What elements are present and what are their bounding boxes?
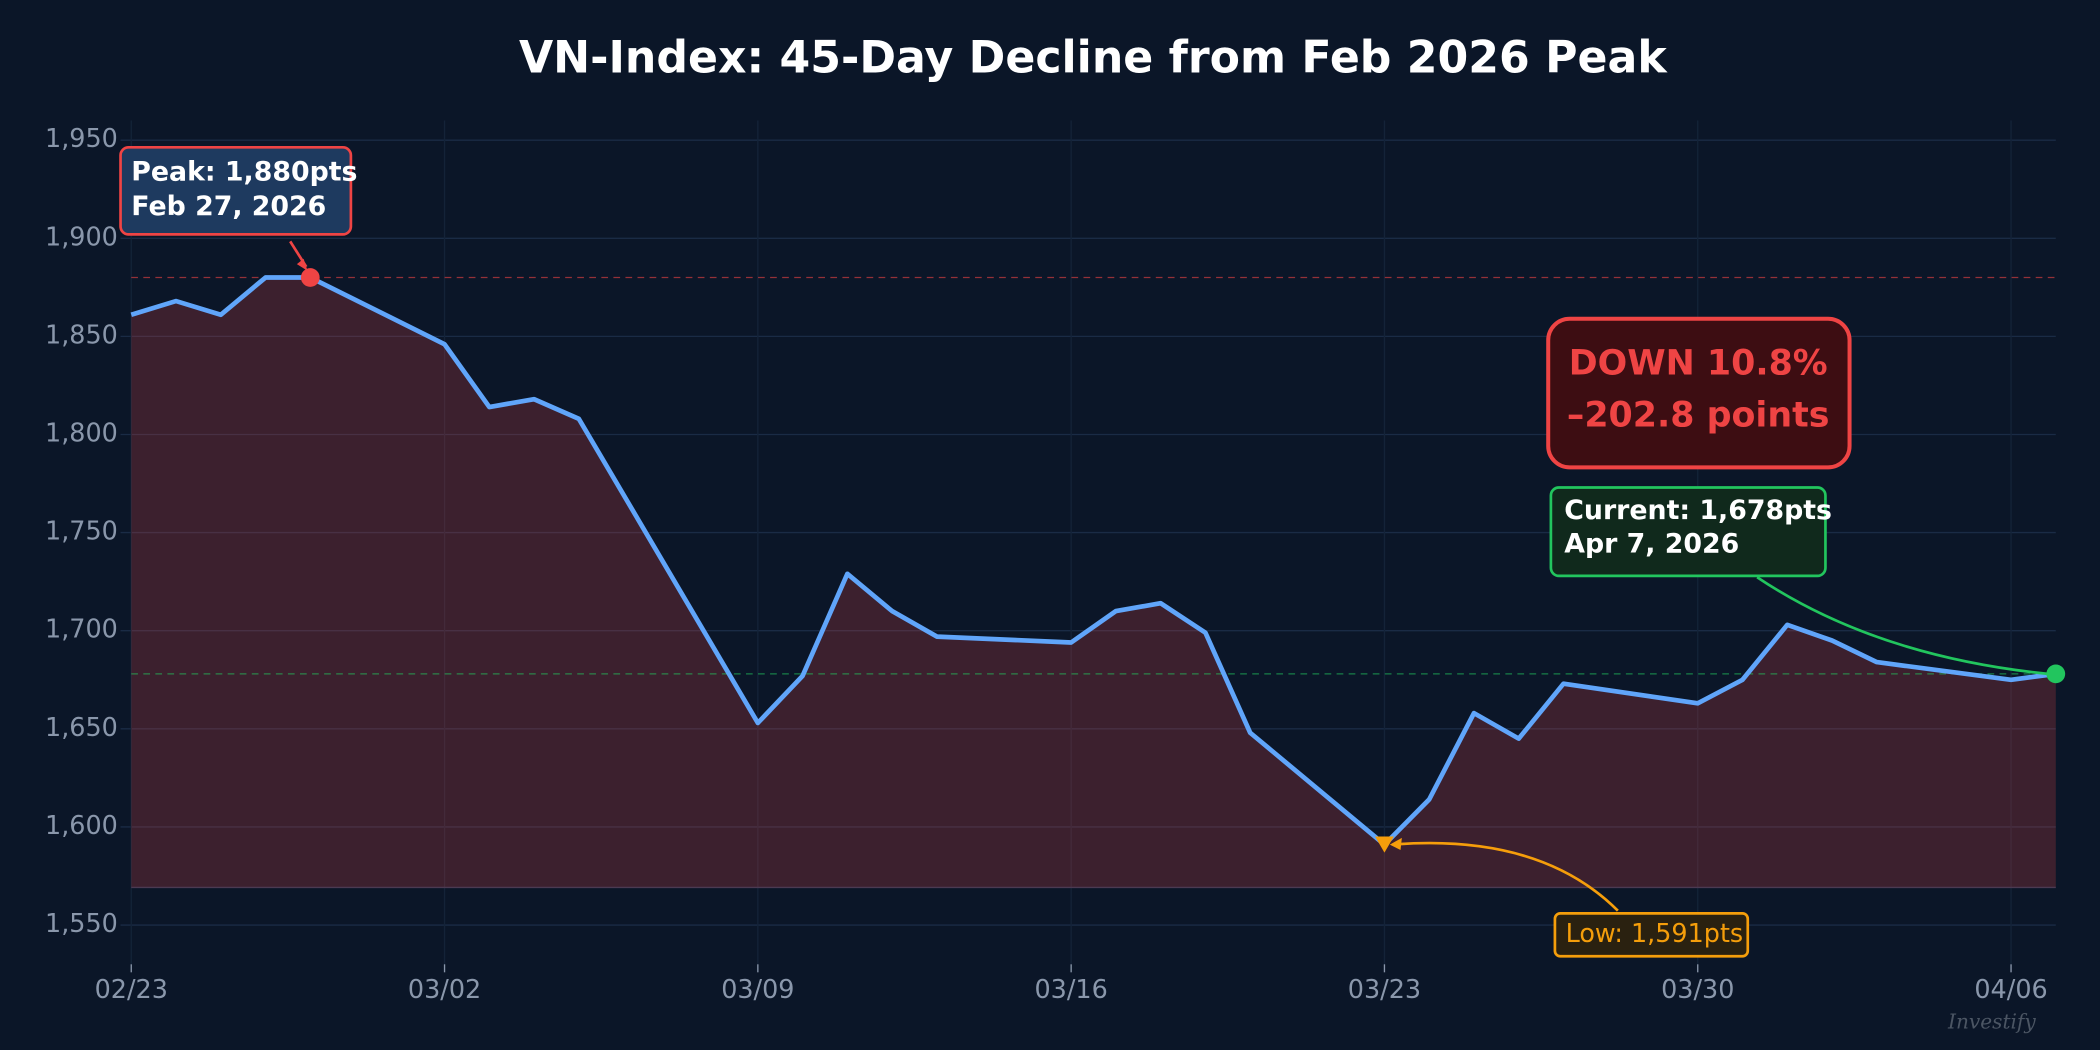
- annotation-box: [1549, 486, 1827, 578]
- x-tick-label: 03/16: [1034, 974, 1107, 1004]
- current-marker: [2046, 664, 2066, 684]
- line: [130, 275, 2057, 847]
- x-tick-label: 03/23: [1348, 974, 1421, 1004]
- annotation-arrow: [1756, 576, 2048, 676]
- annotation-text: DOWN 10.8%: [1569, 343, 1828, 383]
- peak-marker: [300, 268, 320, 287]
- arrow-head: [296, 258, 308, 271]
- annotation-text: Peak: 1,880pts: [131, 156, 357, 187]
- x-tick-label: 02/23: [95, 974, 168, 1004]
- x-tick-label: 03/09: [721, 974, 794, 1004]
- y-tick-label: 1,900: [45, 221, 118, 251]
- y-tick-label: 1,950: [45, 123, 118, 153]
- x-tick-label: 04/06: [1974, 974, 2047, 1004]
- annotation-text: Low: 1,591pts: [1566, 918, 1744, 948]
- annotation-text: Apr 7, 2026: [1564, 529, 1739, 560]
- annotation-box: [1553, 912, 1750, 958]
- area: [131, 277, 2056, 888]
- arrow-head: [1389, 837, 1402, 850]
- y-tick-label: 1,700: [45, 614, 118, 644]
- y-tick-label: 1,750: [45, 516, 118, 546]
- watermark: Investify: [1947, 1010, 2036, 1034]
- y-tick-label: 1,650: [45, 712, 118, 742]
- y-tick-label: 1,550: [45, 908, 118, 938]
- x-tick-label: 03/30: [1661, 974, 1734, 1004]
- chart-title: VN-Index: 45-Day Decline from Feb 2026 P…: [519, 32, 1668, 83]
- annotation-text: –202.8 points: [1567, 396, 1830, 436]
- y-tick-label: 1,850: [45, 319, 118, 349]
- y-tick-label: 1,600: [45, 810, 118, 840]
- annotation-text: Current: 1,678pts: [1564, 495, 1832, 526]
- x-tick-label: 03/02: [408, 974, 481, 1004]
- annotation-text: Feb 27, 2026: [131, 191, 326, 222]
- low-marker: [1375, 836, 1394, 853]
- annotation-box: [1546, 316, 1852, 470]
- y-tick-label: 1,800: [45, 417, 118, 447]
- annotation-box: [119, 145, 353, 236]
- annotation-arrow: [1392, 841, 1619, 912]
